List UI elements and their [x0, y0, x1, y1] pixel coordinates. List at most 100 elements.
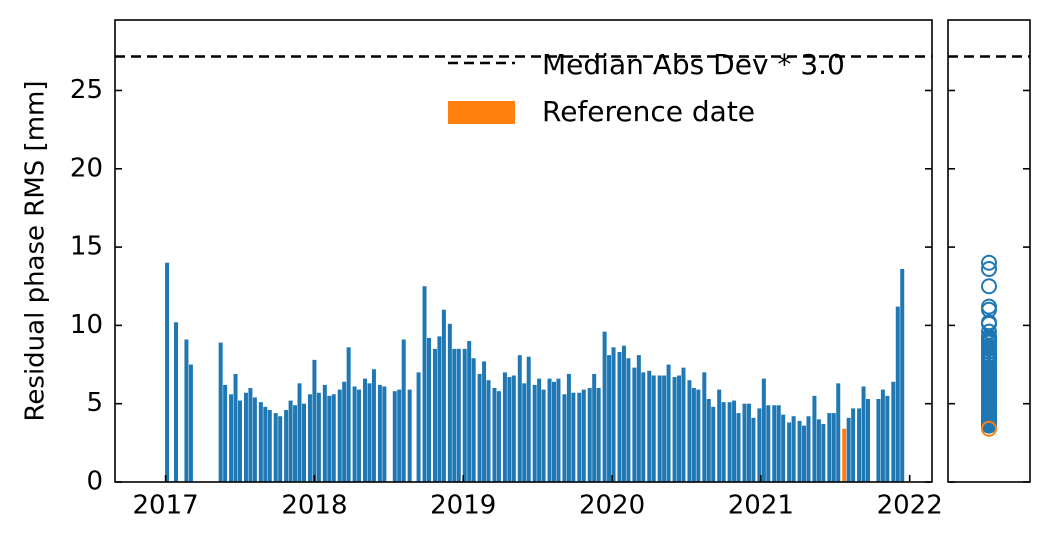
bar: [721, 402, 726, 482]
y-tick-label: 25: [70, 75, 103, 105]
point: [981, 315, 997, 332]
bar: [482, 361, 487, 482]
bar: [218, 342, 223, 482]
bar: [802, 425, 807, 482]
bar: [357, 389, 362, 482]
x-tick-label: 2019: [430, 491, 496, 521]
bar: [632, 367, 637, 482]
reference-point: [981, 420, 997, 437]
y-axis-label: Residual phase RMS [mm]: [21, 81, 51, 422]
bar: [301, 403, 306, 482]
bar: [732, 400, 737, 482]
bar: [651, 375, 656, 482]
bar: [641, 372, 646, 482]
bar: [791, 416, 796, 482]
axes-frame: [114, 19, 933, 483]
point: [981, 337, 997, 354]
bar: [392, 391, 397, 482]
point: [981, 298, 997, 315]
bar: [611, 347, 616, 482]
bar: [880, 389, 885, 482]
bar: [243, 392, 248, 482]
bar: [846, 417, 851, 482]
bar: [288, 400, 293, 482]
bar: [895, 306, 900, 482]
bar: [746, 403, 751, 482]
bar: [273, 413, 278, 482]
bar: [327, 395, 332, 482]
bar: [174, 322, 179, 482]
bar: [467, 341, 472, 482]
bar: [781, 414, 786, 482]
bar: [687, 380, 692, 482]
bar: [397, 389, 402, 482]
bar: [238, 400, 243, 482]
bar: [352, 386, 357, 482]
bar: [165, 262, 170, 482]
legend-label: Reference date: [542, 95, 755, 128]
legend-swatch: [448, 101, 515, 124]
y-tick-label: 5: [86, 388, 103, 418]
bar: [541, 389, 546, 482]
x-tick-label: 2020: [579, 491, 645, 521]
y-tick-label: 20: [70, 153, 103, 183]
bar: [842, 428, 847, 482]
point: [981, 261, 997, 278]
bar: [831, 413, 836, 482]
bar: [566, 373, 571, 482]
bar: [626, 358, 631, 482]
bar: [188, 364, 193, 482]
bar: [382, 386, 387, 482]
bar: [757, 408, 762, 482]
bar: [437, 336, 442, 482]
bar: [511, 375, 516, 482]
bar: [537, 378, 542, 482]
bar: [407, 389, 412, 482]
bar: [532, 384, 537, 482]
bar: [617, 352, 622, 482]
bar: [677, 375, 682, 482]
bar: [787, 422, 792, 482]
bar: [702, 372, 707, 482]
legend-label: Median Abs Dev * 3.0: [542, 48, 845, 81]
bar: [717, 389, 722, 482]
bar: [776, 405, 781, 482]
bar: [900, 269, 905, 482]
bar: [331, 394, 336, 482]
bar: [401, 339, 406, 482]
bar: [736, 413, 741, 482]
bar: [766, 405, 771, 482]
bar: [827, 413, 832, 482]
bar: [592, 373, 597, 482]
bar: [571, 392, 576, 482]
bar: [812, 395, 817, 482]
x-tick-label: 2022: [877, 491, 943, 521]
bar: [672, 377, 677, 482]
bar: [229, 394, 234, 482]
bar: [322, 384, 327, 482]
point: [981, 416, 997, 433]
bar: [552, 381, 557, 482]
bar: [441, 309, 446, 482]
bar: [496, 391, 501, 482]
bar: [477, 373, 482, 482]
bar: [248, 388, 253, 482]
bar: [526, 356, 531, 482]
bar: [342, 381, 347, 482]
bar: [657, 375, 662, 482]
bar: [316, 392, 321, 482]
bar: [456, 348, 461, 482]
bar: [452, 348, 457, 482]
bar: [263, 406, 268, 482]
bar: [427, 337, 432, 482]
bar: [284, 409, 289, 482]
bar: [577, 392, 582, 482]
bar: [297, 383, 302, 482]
bar: [706, 398, 711, 482]
bar: [278, 416, 283, 482]
bar: [727, 402, 732, 482]
bar: [337, 389, 342, 482]
bar: [596, 388, 601, 482]
bar: [502, 372, 507, 482]
bar: [307, 394, 312, 482]
